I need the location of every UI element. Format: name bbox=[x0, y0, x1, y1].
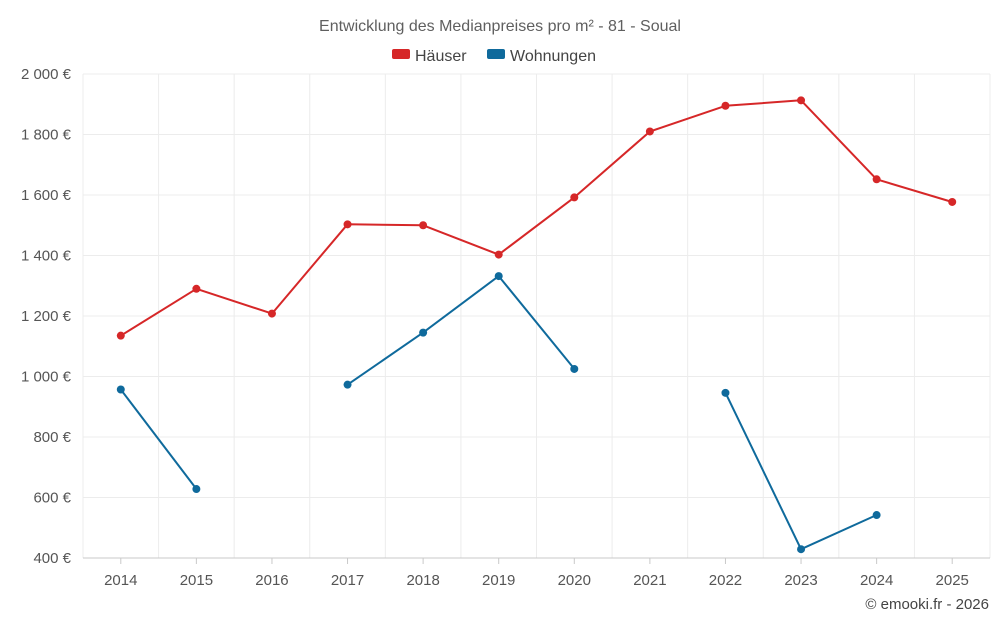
x-tick-label: 2019 bbox=[482, 572, 515, 589]
series-line-haeuser bbox=[120, 99, 953, 337]
grid bbox=[82, 73, 991, 558]
x-tick-label: 2024 bbox=[860, 572, 893, 589]
x-tick-label: 2021 bbox=[633, 572, 666, 589]
series-line-wohnungen bbox=[120, 388, 198, 490]
y-tick-label: 1 000 € bbox=[21, 369, 72, 386]
x-tick-label: 2020 bbox=[558, 572, 591, 589]
data-point-haeuser[interactable] bbox=[192, 284, 201, 293]
legend-label-haeuser[interactable]: Häuser bbox=[415, 48, 467, 65]
data-point-haeuser[interactable] bbox=[494, 250, 503, 259]
data-point-wohnungen[interactable] bbox=[797, 545, 806, 554]
y-tick-label: 1 800 € bbox=[21, 127, 72, 144]
legend: Häuser Wohnungen bbox=[392, 48, 596, 65]
x-tick-label: 2025 bbox=[936, 572, 969, 589]
data-point-wohnungen[interactable] bbox=[192, 485, 201, 494]
x-tick-label: 2023 bbox=[784, 572, 817, 589]
data-point-wohnungen[interactable] bbox=[570, 364, 579, 373]
x-tick-label: 2015 bbox=[180, 572, 213, 589]
y-tick-label: 2 000 € bbox=[21, 66, 72, 83]
y-tick-label: 1 400 € bbox=[21, 248, 72, 265]
y-tick-label: 1 600 € bbox=[21, 187, 72, 204]
y-tick-label: 600 € bbox=[33, 490, 71, 507]
credit-text: © emooki.fr - 2026 bbox=[865, 596, 989, 613]
x-tick-label: 2018 bbox=[406, 572, 439, 589]
series-line-wohnungen bbox=[724, 392, 878, 551]
data-point-wohnungen[interactable] bbox=[419, 328, 428, 337]
y-tick-label: 400 € bbox=[33, 550, 71, 567]
data-point-haeuser[interactable] bbox=[797, 96, 806, 105]
series-line-wohnungen bbox=[346, 275, 576, 386]
data-point-haeuser[interactable] bbox=[343, 220, 352, 229]
y-tick-label: 1 200 € bbox=[21, 308, 72, 325]
data-point-haeuser[interactable] bbox=[872, 175, 881, 184]
data-point-haeuser[interactable] bbox=[645, 127, 654, 136]
data-point-wohnungen[interactable] bbox=[343, 380, 352, 389]
data-point-haeuser[interactable] bbox=[116, 331, 125, 340]
legend-label-wohnungen[interactable]: Wohnungen bbox=[510, 48, 596, 65]
data-point-haeuser[interactable] bbox=[721, 101, 730, 110]
chart-title: Entwicklung des Medianpreises pro m² - 8… bbox=[319, 18, 681, 35]
x-tick-label: 2017 bbox=[331, 572, 364, 589]
x-tick-label: 2014 bbox=[104, 572, 137, 589]
series-haeuser bbox=[116, 96, 957, 340]
data-point-wohnungen[interactable] bbox=[494, 272, 503, 281]
legend-swatch-haeuser[interactable] bbox=[392, 49, 410, 59]
x-tick-label: 2016 bbox=[255, 572, 288, 589]
data-point-haeuser[interactable] bbox=[419, 221, 428, 230]
axes: 400 € 600 € 800 € 1 000 € 1 200 € 1 400 € 1 60… bbox=[21, 66, 990, 589]
data-point-haeuser[interactable] bbox=[267, 309, 276, 318]
data-point-haeuser[interactable] bbox=[948, 197, 957, 206]
data-point-haeuser[interactable] bbox=[570, 193, 579, 202]
data-point-wohnungen[interactable] bbox=[872, 511, 881, 520]
series-wohnungen bbox=[116, 272, 881, 554]
x-tick-label: 2022 bbox=[709, 572, 742, 589]
series bbox=[116, 96, 957, 554]
y-tick-label: 800 € bbox=[33, 429, 71, 446]
data-point-wohnungen[interactable] bbox=[116, 385, 125, 394]
legend-swatch-wohnungen[interactable] bbox=[487, 49, 505, 59]
data-point-wohnungen[interactable] bbox=[721, 388, 730, 397]
